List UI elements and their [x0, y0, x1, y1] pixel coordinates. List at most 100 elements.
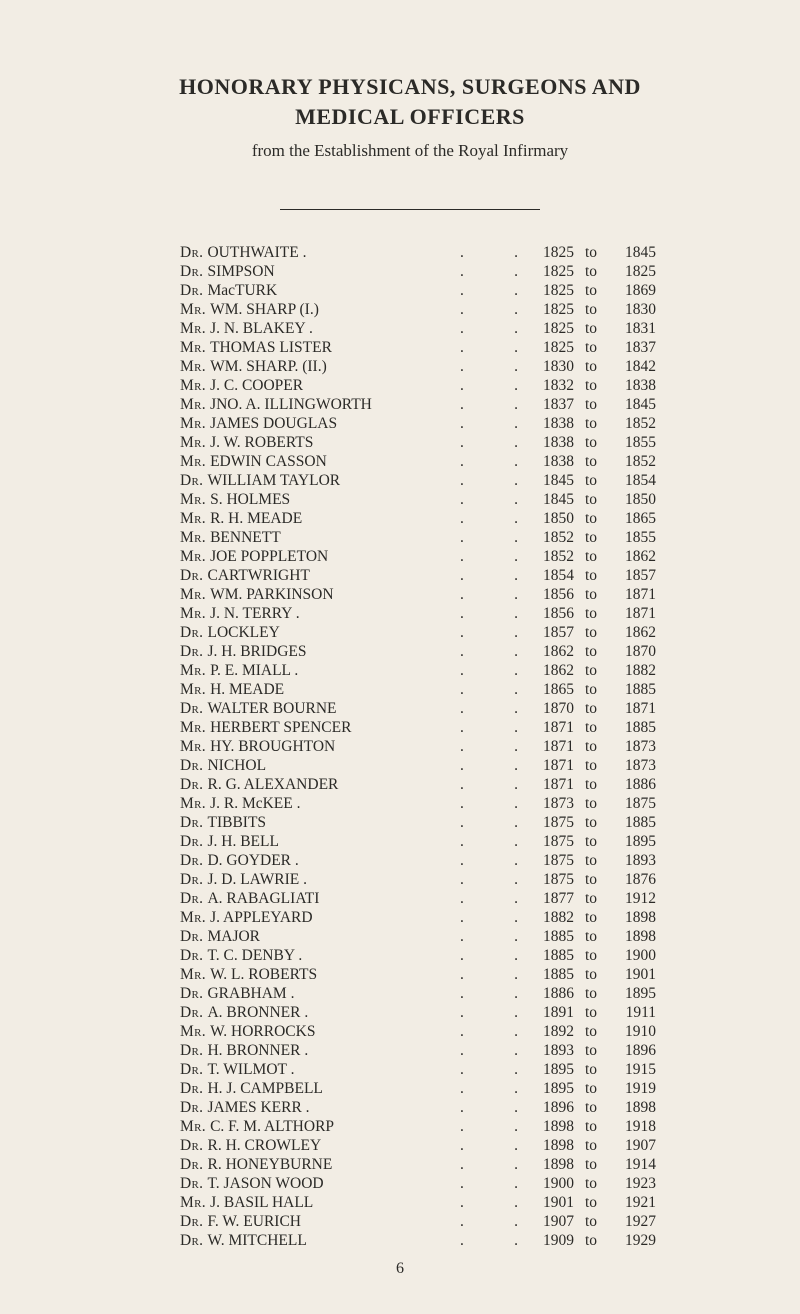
year-to: 1885 [608, 680, 656, 699]
leader-dot: . [478, 1231, 526, 1250]
year-to: 1898 [608, 908, 656, 927]
to-word: to [574, 509, 608, 528]
to-word: to [574, 1136, 608, 1155]
year-to: 1845 [608, 395, 656, 414]
leader-dot: . [460, 1098, 478, 1117]
leader-dot: . [460, 1022, 478, 1041]
leader-dot: . [478, 680, 526, 699]
horizontal-rule [280, 209, 540, 210]
to-word: to [574, 813, 608, 832]
leader-dot: . [460, 395, 478, 414]
leader-dot: . [478, 1136, 526, 1155]
year-to: 1869 [608, 281, 656, 300]
leader-dot: . [460, 243, 478, 262]
year-to: 1882 [608, 661, 656, 680]
year-to: 1855 [608, 433, 656, 452]
table-row: Mr. W. HORROCKS..1892to1910 [180, 1022, 700, 1041]
year-to: 1865 [608, 509, 656, 528]
year-from: 1862 [526, 642, 574, 661]
to-word: to [574, 1098, 608, 1117]
to-word: to [574, 661, 608, 680]
year-from: 1873 [526, 794, 574, 813]
leader-dot: . [460, 965, 478, 984]
to-word: to [574, 604, 608, 623]
leader-dot: . [460, 1155, 478, 1174]
year-from: 1852 [526, 547, 574, 566]
to-word: to [574, 243, 608, 262]
table-row: Dr. TIBBITS..1875to1885 [180, 813, 700, 832]
year-from: 1882 [526, 908, 574, 927]
officer-name: Mr. WM. PARKINSON [180, 585, 460, 604]
year-from: 1909 [526, 1231, 574, 1250]
year-from: 1837 [526, 395, 574, 414]
year-to: 1907 [608, 1136, 656, 1155]
leader-dot: . [460, 1117, 478, 1136]
leader-dot: . [460, 927, 478, 946]
year-from: 1871 [526, 737, 574, 756]
leader-dot: . [478, 908, 526, 927]
leader-dot: . [460, 737, 478, 756]
to-word: to [574, 1212, 608, 1231]
leader-dot: . [460, 1041, 478, 1060]
leader-dot: . [460, 471, 478, 490]
leader-dot: . [460, 984, 478, 1003]
leader-dot: . [460, 1212, 478, 1231]
leader-dot: . [478, 984, 526, 1003]
year-from: 1845 [526, 490, 574, 509]
year-to: 1850 [608, 490, 656, 509]
to-word: to [574, 965, 608, 984]
to-word: to [574, 851, 608, 870]
table-row: Dr. D. GOYDER ...1875to1893 [180, 851, 700, 870]
leader-dot: . [478, 889, 526, 908]
leader-dot: . [478, 870, 526, 889]
year-to: 1914 [608, 1155, 656, 1174]
table-row: Dr. WALTER BOURNE..1870to1871 [180, 699, 700, 718]
officer-name: Dr. R. H. CROWLEY [180, 1136, 460, 1155]
table-row: Mr. J. W. ROBERTS..1838to1855 [180, 433, 700, 452]
leader-dot: . [478, 528, 526, 547]
year-to: 1923 [608, 1174, 656, 1193]
leader-dot: . [478, 585, 526, 604]
leader-dot: . [460, 775, 478, 794]
officers-table: Dr. OUTHWAITE ...1825to1845Dr. SIMPSON..… [180, 243, 700, 1250]
officer-name: Mr. J. C. COOPER [180, 376, 460, 395]
table-row: Dr. H. J. CAMPBELL..1895to1919 [180, 1079, 700, 1098]
leader-dot: . [460, 946, 478, 965]
to-word: to [574, 1193, 608, 1212]
table-row: Dr. T. C. DENBY ...1885to1900 [180, 946, 700, 965]
leader-dot: . [460, 319, 478, 338]
year-to: 1918 [608, 1117, 656, 1136]
year-to: 1911 [608, 1003, 656, 1022]
leader-dot: . [478, 1079, 526, 1098]
year-to: 1896 [608, 1041, 656, 1060]
document-page: HONORARY PHYSICANS, SURGEONS AND MEDICAL… [0, 0, 800, 1314]
officer-name: Dr. F. W. EURICH [180, 1212, 460, 1231]
year-from: 1857 [526, 623, 574, 642]
leader-dot: . [478, 946, 526, 965]
to-word: to [574, 452, 608, 471]
leader-dot: . [460, 509, 478, 528]
leader-dot: . [478, 642, 526, 661]
table-row: Dr. J. H. BELL..1875to1895 [180, 832, 700, 851]
table-row: Mr. HERBERT SPENCER..1871to1885 [180, 718, 700, 737]
to-word: to [574, 1231, 608, 1250]
officer-name: Dr. SIMPSON [180, 262, 460, 281]
leader-dot: . [478, 547, 526, 566]
leader-dot: . [460, 338, 478, 357]
to-word: to [574, 471, 608, 490]
table-row: Mr. WM. PARKINSON..1856to1871 [180, 585, 700, 604]
year-from: 1892 [526, 1022, 574, 1041]
officer-name: Dr. A. RABAGLIATI [180, 889, 460, 908]
leader-dot: . [460, 851, 478, 870]
to-word: to [574, 376, 608, 395]
officer-name: Dr. JAMES KERR . [180, 1098, 460, 1117]
to-word: to [574, 623, 608, 642]
leader-dot: . [460, 699, 478, 718]
year-to: 1871 [608, 585, 656, 604]
leader-dot: . [460, 604, 478, 623]
year-to: 1825 [608, 262, 656, 281]
leader-dot: . [460, 832, 478, 851]
table-row: Mr. JNO. A. ILLINGWORTH..1837to1845 [180, 395, 700, 414]
table-row: Dr. T. WILMOT ...1895to1915 [180, 1060, 700, 1079]
leader-dot: . [460, 1193, 478, 1212]
